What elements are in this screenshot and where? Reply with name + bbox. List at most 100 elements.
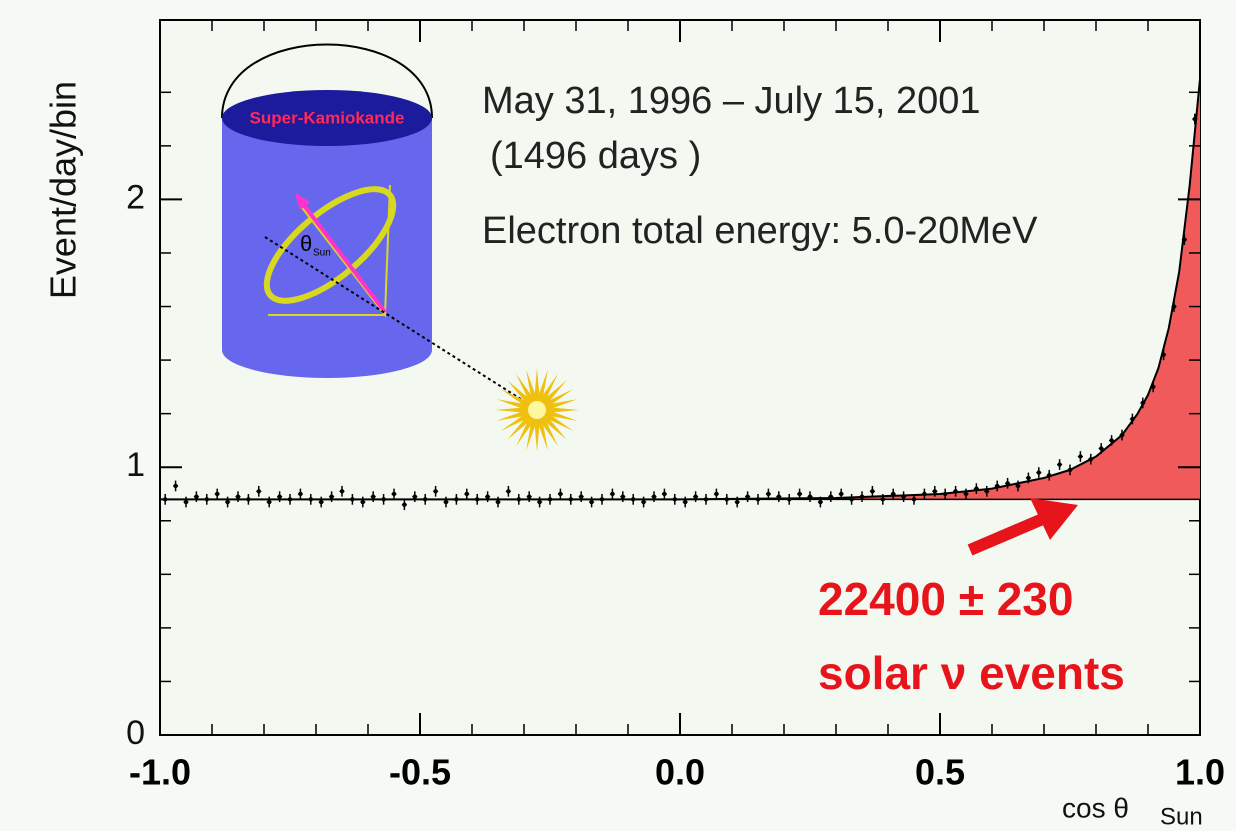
sun — [495, 368, 579, 452]
data-point — [1099, 446, 1104, 451]
data-point — [963, 491, 969, 497]
data-point — [599, 497, 605, 502]
data-point — [849, 497, 854, 502]
data-point — [1047, 473, 1052, 478]
x-tick-label: 0.5 — [915, 752, 965, 793]
data-point — [235, 494, 241, 499]
data-point — [537, 499, 542, 505]
data-point — [339, 489, 345, 494]
data-point — [423, 497, 428, 502]
tank-bottom — [222, 322, 432, 378]
data-point — [506, 489, 511, 494]
x-tick-label: -0.5 — [389, 752, 451, 793]
data-point — [527, 494, 532, 499]
data-point — [516, 497, 521, 502]
data-point — [880, 497, 885, 502]
data-point — [922, 491, 927, 497]
sun-core — [528, 401, 546, 419]
data-point — [901, 494, 906, 499]
data-point — [943, 491, 948, 497]
data-point — [651, 494, 657, 499]
data-point — [475, 497, 480, 502]
data-point — [724, 497, 729, 502]
data-point — [589, 499, 594, 505]
data-point — [870, 489, 875, 494]
x-tick-label: 1.0 — [1175, 752, 1225, 793]
data-point — [631, 497, 636, 502]
data-point — [1109, 438, 1114, 443]
data-point — [256, 489, 261, 494]
data-point — [1005, 481, 1010, 486]
data-point — [246, 497, 251, 502]
dome — [221, 43, 433, 119]
count-label: 22400 ± 230 — [818, 573, 1073, 625]
data-point — [766, 491, 771, 497]
signal-arrow — [967, 512, 1048, 556]
data-point — [1151, 384, 1156, 390]
data-point — [703, 497, 709, 502]
data-point — [1015, 483, 1021, 489]
y-tick-label: 0 — [126, 714, 145, 752]
data-point — [891, 491, 896, 497]
data-point — [381, 497, 386, 502]
data-point — [1036, 470, 1042, 475]
data-point — [818, 499, 823, 505]
signal-arrow-head — [1030, 498, 1078, 540]
data-point — [1067, 467, 1073, 473]
data-point — [433, 489, 438, 494]
data-point — [568, 497, 573, 502]
data-point — [641, 499, 646, 505]
data-point — [807, 494, 813, 499]
data-point — [485, 494, 490, 499]
data-point — [1130, 416, 1135, 422]
data-point — [1119, 432, 1125, 438]
data-point — [402, 502, 407, 507]
theta-sub-label: Sun — [313, 248, 331, 259]
x-axis-label-sub: Sun — [1160, 803, 1203, 830]
data-point — [225, 499, 230, 505]
theta-label: θ — [300, 231, 312, 256]
data-point — [194, 494, 199, 499]
data-point — [1171, 304, 1177, 309]
data-point — [183, 499, 189, 505]
data-point — [745, 494, 750, 499]
data-point — [1026, 475, 1031, 481]
data-point — [620, 494, 625, 499]
data-point — [204, 497, 209, 502]
x-tick-label: 0.0 — [655, 752, 705, 793]
events-label: solar ν events — [818, 647, 1125, 699]
data-point — [579, 494, 584, 499]
data-point — [662, 491, 667, 497]
energy-label: Electron total energy: 5.0-20MeV — [482, 210, 1038, 252]
data-point — [776, 494, 781, 499]
data-point — [610, 491, 615, 497]
electron-direction — [298, 198, 387, 314]
data-point — [974, 486, 979, 491]
data-point — [755, 497, 761, 502]
data-point — [1192, 116, 1198, 122]
arrow-head — [295, 193, 310, 210]
marks — [160, 78, 1201, 511]
data-point — [1140, 400, 1146, 406]
detector-label: Super-Kamiokande — [250, 108, 405, 127]
data-point — [693, 494, 698, 499]
data-point — [319, 499, 324, 505]
data-point — [859, 494, 865, 499]
data-point — [839, 491, 844, 497]
data-point — [464, 491, 469, 497]
data-point — [672, 497, 677, 502]
data-point — [163, 497, 168, 502]
sun-direction — [264, 236, 536, 409]
data-point — [173, 483, 178, 489]
tank-top — [222, 90, 432, 146]
data-point — [1078, 454, 1083, 459]
data-point — [953, 489, 958, 494]
data-point — [1057, 462, 1062, 467]
data-point — [329, 494, 334, 499]
data-point — [454, 497, 459, 502]
y-tick-label: 1 — [126, 446, 145, 484]
data-point — [797, 491, 802, 497]
data-point — [360, 499, 365, 505]
data-point — [1182, 237, 1187, 242]
